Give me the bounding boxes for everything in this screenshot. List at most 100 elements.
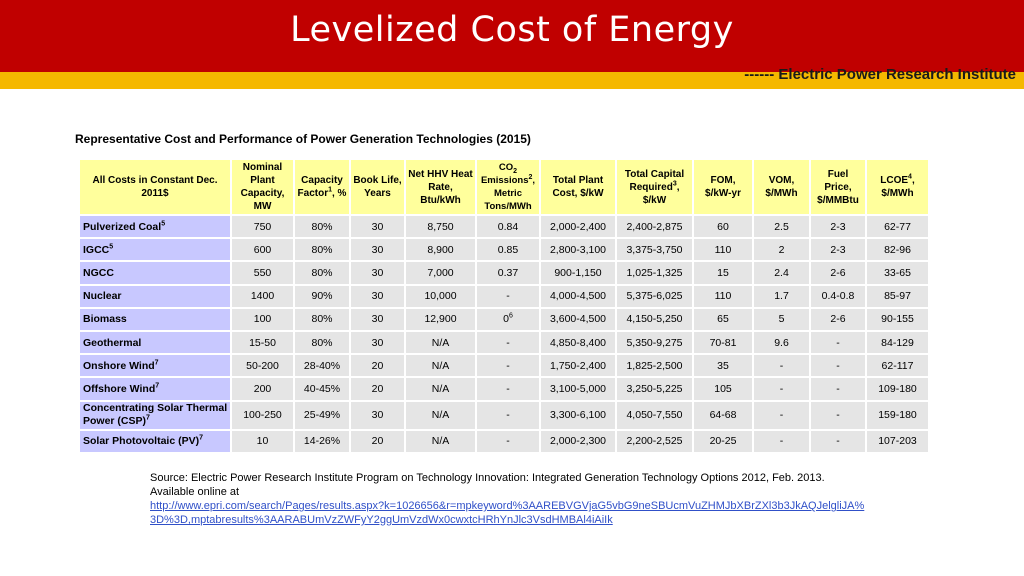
cell-capacity-factor: 40-45%	[293, 376, 351, 402]
cell-heat-rate: N/A	[404, 329, 477, 356]
cell-lcoe: 90-155	[865, 306, 930, 332]
cell-capital: 3,250-5,225	[615, 376, 694, 402]
cell-book-life: 20	[349, 353, 406, 379]
cell-co2: 0.85	[475, 237, 541, 263]
cell-heat-rate: N/A	[404, 428, 477, 454]
cell-vom: 1.7	[752, 283, 811, 309]
cell-fom: 60	[692, 213, 754, 240]
cell-plant-cost: 2,800-3,100	[539, 237, 617, 263]
cell-capacity: 600	[230, 237, 295, 263]
tech-name: Pulverized Coal5	[78, 213, 232, 240]
cell-capacity-factor: 28-40%	[293, 353, 351, 379]
table-row: Nuclear 1400 90% 30 10,000 - 4,000-4,500…	[78, 283, 930, 309]
cell-heat-rate: 7,000	[404, 260, 477, 286]
tech-name: NGCC	[78, 260, 232, 286]
header-book-life: Book Life, Years	[349, 158, 406, 216]
tech-name: Geothermal	[78, 329, 232, 356]
cell-heat-rate: 10,000	[404, 283, 477, 309]
cell-capacity-factor: 80%	[293, 260, 351, 286]
cell-book-life: 30	[349, 237, 406, 263]
cell-vom: 5	[752, 306, 811, 332]
cell-fom: 65	[692, 306, 754, 332]
cell-co2: -	[475, 376, 541, 402]
header-co2-emissions: CO2 Emissions2, Metric Tons/MWh	[475, 158, 541, 216]
cell-capital: 4,150-5,250	[615, 306, 694, 332]
cell-fom: 20-25	[692, 428, 754, 454]
source-citation: Source: Electric Power Research Institut…	[150, 471, 870, 527]
header-total-plant-cost: Total Plant Cost, $/kW	[539, 158, 617, 216]
table-row: Geothermal 15-50 80% 30 N/A - 4,850-8,40…	[78, 329, 930, 356]
cell-heat-rate: 8,750	[404, 213, 477, 240]
header-total-capital: Total Capital Required3, $/kW	[615, 158, 694, 216]
cell-fuel: 2-6	[809, 260, 867, 286]
cell-plant-cost: 2,000-2,300	[539, 428, 617, 454]
cell-heat-rate: N/A	[404, 376, 477, 402]
cell-lcoe: 107-203	[865, 428, 930, 454]
cell-capacity-factor: 14-26%	[293, 428, 351, 454]
cell-co2: 0.84	[475, 213, 541, 240]
cell-plant-cost: 4,850-8,400	[539, 329, 617, 356]
cell-fuel: 2-6	[809, 306, 867, 332]
cell-book-life: 20	[349, 376, 406, 402]
cell-capacity: 1400	[230, 283, 295, 309]
slide-subtitle: ------ Electric Power Research Institute	[744, 66, 1016, 83]
table-title: Representative Cost and Performance of P…	[75, 132, 531, 146]
cell-vom: -	[752, 376, 811, 402]
cell-capacity-factor: 80%	[293, 306, 351, 332]
table-header-row: All Costs in Constant Dec. 2011$ Nominal…	[78, 158, 930, 216]
cost-table-figure: Representative Cost and Performance of P…	[62, 112, 944, 458]
cell-co2: 06	[475, 306, 541, 332]
cell-lcoe: 84-129	[865, 329, 930, 356]
cell-capacity: 10	[230, 428, 295, 454]
cell-fuel: -	[809, 399, 867, 431]
slide-title: Levelized Cost of Energy	[290, 10, 734, 50]
table-row: IGCC5 600 80% 30 8,900 0.85 2,800-3,100 …	[78, 237, 930, 263]
cell-book-life: 30	[349, 306, 406, 332]
cell-lcoe: 82-96	[865, 237, 930, 263]
cell-capacity: 100	[230, 306, 295, 332]
tech-name: Biomass	[78, 306, 232, 332]
cell-vom: -	[752, 428, 811, 454]
header-fom: FOM, $/kW-yr	[692, 158, 754, 216]
cell-capacity: 550	[230, 260, 295, 286]
table-row: Concentrating Solar Thermal Power (CSP)7…	[78, 399, 930, 431]
cell-co2: 0.37	[475, 260, 541, 286]
table-row: Biomass 100 80% 30 12,900 06 3,600-4,500…	[78, 306, 930, 332]
cell-plant-cost: 3,100-5,000	[539, 376, 617, 402]
cell-fuel: -	[809, 329, 867, 356]
cell-capacity: 50-200	[230, 353, 295, 379]
cell-capital: 5,350-9,275	[615, 329, 694, 356]
tech-name: Offshore Wind7	[78, 376, 232, 402]
cell-plant-cost: 1,750-2,400	[539, 353, 617, 379]
tech-name: IGCC5	[78, 237, 232, 263]
header-lcoe: LCOE4, $/MWh	[865, 158, 930, 216]
cell-lcoe: 62-77	[865, 213, 930, 240]
tech-name: Solar Photovoltaic (PV)7	[78, 428, 232, 454]
accent-stripe	[0, 72, 1024, 89]
cell-book-life: 30	[349, 260, 406, 286]
cell-vom: 2	[752, 237, 811, 263]
cell-plant-cost: 3,600-4,500	[539, 306, 617, 332]
cell-book-life: 30	[349, 399, 406, 431]
cell-fuel: 2-3	[809, 237, 867, 263]
cell-plant-cost: 3,300-6,100	[539, 399, 617, 431]
cell-fuel: -	[809, 353, 867, 379]
cell-capacity-factor: 90%	[293, 283, 351, 309]
cell-vom: 9.6	[752, 329, 811, 356]
cell-lcoe: 62-117	[865, 353, 930, 379]
header-vom: VOM, $/MWh	[752, 158, 811, 216]
cell-capital: 2,400-2,875	[615, 213, 694, 240]
cell-fom: 64-68	[692, 399, 754, 431]
cell-capacity: 15-50	[230, 329, 295, 356]
cell-capital: 1,025-1,325	[615, 260, 694, 286]
cell-co2: -	[475, 283, 541, 309]
cell-plant-cost: 2,000-2,400	[539, 213, 617, 240]
title-banner: Levelized Cost of Energy	[0, 0, 1024, 72]
source-link[interactable]: http://www.epri.com/search/Pages/results…	[150, 500, 865, 526]
cell-co2: -	[475, 353, 541, 379]
cell-co2: -	[475, 428, 541, 454]
tech-name: Concentrating Solar Thermal Power (CSP)7	[78, 399, 232, 431]
cell-heat-rate: N/A	[404, 353, 477, 379]
cell-fom: 70-81	[692, 329, 754, 356]
table-row: Solar Photovoltaic (PV)7 10 14-26% 20 N/…	[78, 428, 930, 454]
